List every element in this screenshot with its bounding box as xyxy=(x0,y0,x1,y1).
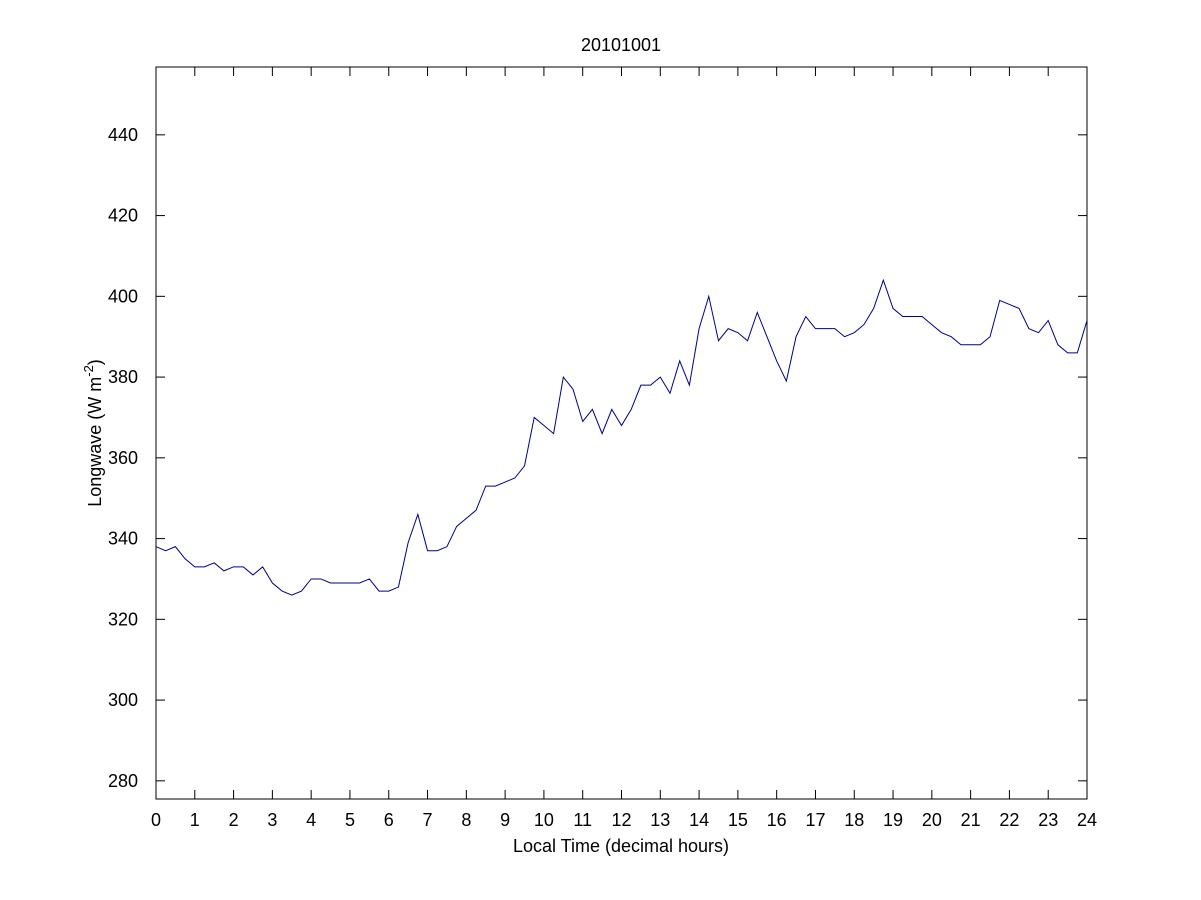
x-tick-label: 4 xyxy=(306,810,316,830)
x-tick-label: 18 xyxy=(844,810,864,830)
y-tick-label: 300 xyxy=(108,690,138,710)
x-tick-label: 13 xyxy=(650,810,670,830)
x-tick-label: 8 xyxy=(461,810,471,830)
x-tick-label: 11 xyxy=(573,810,592,830)
x-tick-label: 16 xyxy=(767,810,787,830)
y-tick-label: 340 xyxy=(108,529,138,549)
x-tick-label: 0 xyxy=(151,810,161,830)
x-tick-label: 22 xyxy=(999,810,1019,830)
x-tick-label: 9 xyxy=(500,810,510,830)
x-tick-label: 1 xyxy=(190,810,200,830)
x-tick-label: 24 xyxy=(1077,810,1097,830)
x-tick-label: 21 xyxy=(961,810,981,830)
x-tick-label: 23 xyxy=(1038,810,1058,830)
y-tick-label: 400 xyxy=(108,286,138,306)
x-tick-label: 10 xyxy=(534,810,554,830)
y-tick-label: 280 xyxy=(108,771,138,791)
y-tick-label: 420 xyxy=(108,206,138,226)
y-tick-label: 440 xyxy=(108,125,138,145)
plot-box xyxy=(155,66,1088,800)
x-tick-label: 19 xyxy=(883,810,903,830)
x-tick-label: 17 xyxy=(805,810,825,830)
y-axis-label-end: ) xyxy=(85,359,105,365)
x-tick-label: 20 xyxy=(922,810,942,830)
x-tick-label: 6 xyxy=(384,810,394,830)
x-tick-label: 3 xyxy=(267,810,277,830)
x-tick-label: 15 xyxy=(728,810,748,830)
y-axis-label-main: Longwave (W m xyxy=(85,377,105,507)
chart-title: 20101001 xyxy=(581,35,661,55)
y-tick-label: 380 xyxy=(108,367,138,387)
y-axis-label: Longwave (W m-2) xyxy=(81,359,105,507)
x-tick-label: 2 xyxy=(229,810,239,830)
x-tick-label: 14 xyxy=(689,810,709,830)
x-axis-label: Local Time (decimal hours) xyxy=(513,836,729,856)
x-tick-label: 5 xyxy=(345,810,355,830)
data-line xyxy=(155,278,1088,596)
y-tick-label: 320 xyxy=(108,609,138,629)
x-tick-label: 12 xyxy=(611,810,631,830)
y-axis-label-sup: -2 xyxy=(81,365,96,377)
y-tick-label: 360 xyxy=(108,448,138,468)
x-tick-label: 7 xyxy=(423,810,433,830)
